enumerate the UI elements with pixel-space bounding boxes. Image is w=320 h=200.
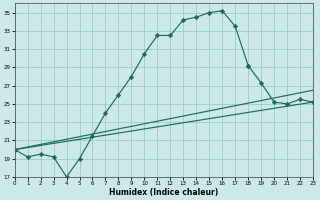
X-axis label: Humidex (Indice chaleur): Humidex (Indice chaleur) bbox=[109, 188, 219, 197]
